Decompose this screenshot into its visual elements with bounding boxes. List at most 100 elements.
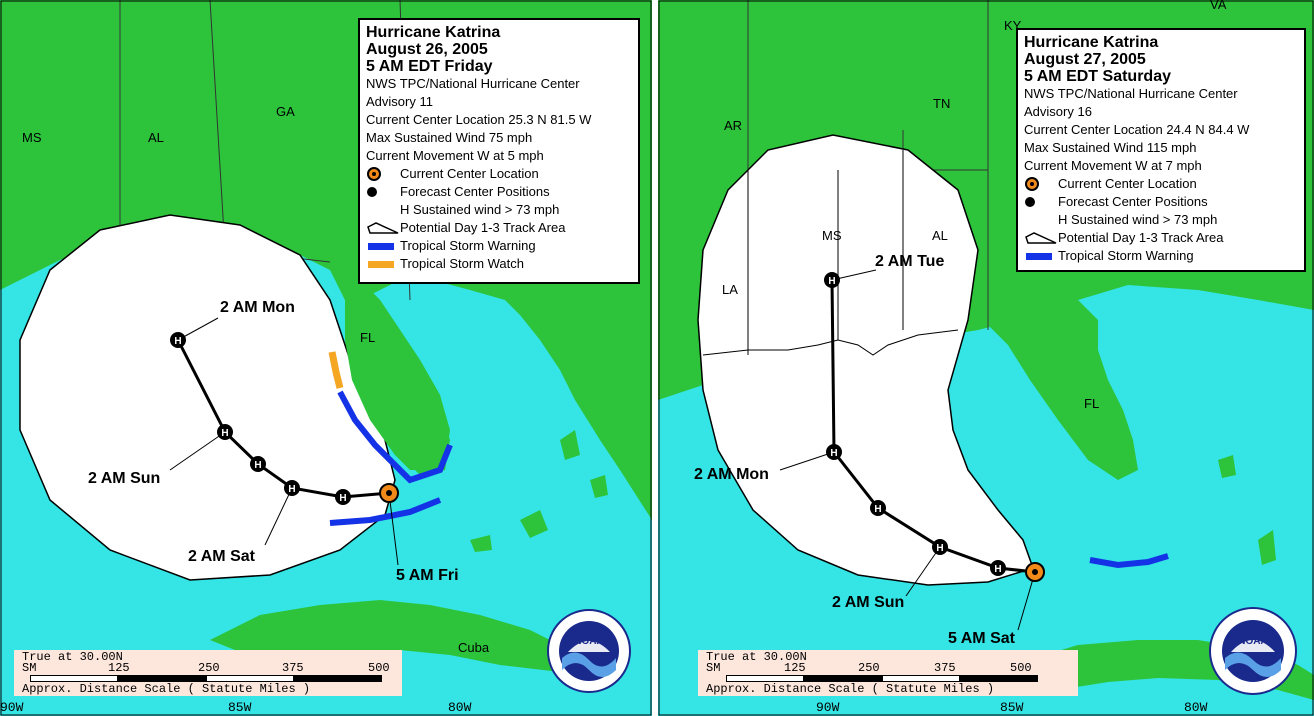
legend-title-line-2: August 27, 2005 (1024, 51, 1146, 68)
legend-source: NWS TPC/National Hurricane Center (366, 76, 580, 91)
scale-bar-segment (118, 675, 206, 682)
legend-item-ts-watch: Tropical Storm Watch (366, 255, 632, 273)
track-label-5am-sat: 5 AM Sat (948, 630, 1015, 647)
legend-movement: Current Movement W at 5 mph (366, 148, 544, 163)
scale-tick-125: 125 (784, 661, 806, 675)
ts-warning-swatch-icon (1024, 251, 1058, 261)
right-forecast-map: H H H H H KY VA TN AR MS AL LA FL 2 AM T… (658, 0, 1314, 716)
legend-title-line-1: Hurricane Katrina (366, 24, 501, 41)
scale-sm: SM (22, 661, 37, 675)
longitude-label-85w: 85W (228, 700, 252, 715)
state-label-ar: AR (724, 118, 743, 133)
legend-title-line-3: 5 AM EDT Friday (366, 58, 493, 75)
track-area-icon (1024, 231, 1058, 245)
noaa-logo-icon: NOAA (1208, 606, 1298, 696)
state-label-la: LA (722, 282, 738, 297)
svg-text:H: H (221, 428, 228, 439)
state-label-fl: FL (360, 330, 376, 345)
scale-tick-250: 250 (198, 661, 220, 675)
legend-movement: Current Movement W at 7 mph (1024, 158, 1202, 173)
current-center-icon (366, 166, 400, 182)
svg-text:H: H (994, 564, 1001, 575)
right-forecast-points: H H H H H (824, 272, 1006, 576)
ts-warning-swatch-icon (366, 241, 400, 251)
right-legend: Hurricane Katrina August 27, 2005 5 AM E… (1016, 28, 1306, 272)
tropical-storm-warning-segment (337, 390, 453, 484)
scale-caption: Approx. Distance Scale ( Statute Miles ) (706, 682, 995, 696)
legend-item-track-area: Potential Day 1-3 Track Area (366, 219, 632, 237)
svg-text:NOAA: NOAA (1238, 636, 1267, 647)
scale-bar-segment (726, 675, 804, 682)
scale-bar-segment (804, 675, 882, 682)
scale-sm: SM (706, 661, 721, 675)
longitude-label-80w: 80W (448, 700, 472, 715)
legend-item-ts-warning: Tropical Storm Warning (1024, 247, 1298, 265)
right-distance-scale: True at 30.00N SM 125 250 375 500 Approx… (698, 650, 1078, 696)
tropical-storm-warning-segment (1089, 553, 1169, 569)
legend-item-forecast-positions: Forecast Center Positions (1024, 193, 1298, 211)
svg-text:H: H (174, 336, 181, 347)
track-label-2am-sun: 2 AM Sun (88, 470, 161, 487)
scale-bar-segment (294, 675, 382, 682)
svg-text:H: H (830, 448, 837, 459)
svg-text:H: H (339, 493, 346, 504)
scale-true-at: True at 30.00N (22, 650, 123, 664)
legend-advisory: Advisory 11 (366, 94, 433, 109)
legend-advisory: Advisory 16 (1024, 104, 1092, 119)
longitude-label-85w: 85W (1000, 700, 1024, 715)
scale-true-at: True at 30.00N (706, 650, 807, 664)
legend-item-current-center: Current Center Location (1024, 175, 1298, 193)
ts-watch-swatch-icon (366, 259, 400, 269)
left-forecast-points: H H H H H (170, 332, 351, 505)
scale-caption: Approx. Distance Scale ( Statute Miles ) (22, 682, 311, 696)
legend-source: NWS TPC/National Hurricane Center (1024, 86, 1238, 101)
scale-tick-500: 500 (1010, 661, 1032, 675)
state-label-tn: TN (933, 96, 951, 111)
svg-text:H: H (288, 484, 295, 495)
scale-bar-segment (30, 675, 118, 682)
scale-tick-375: 375 (282, 661, 304, 675)
left-legend: Hurricane Katrina August 26, 2005 5 AM E… (358, 18, 640, 284)
current-center-icon (1024, 176, 1058, 192)
tropical-storm-watch-segment (328, 351, 344, 389)
legend-title-line-2: August 26, 2005 (366, 41, 488, 58)
legend-center-location: Current Center Location 25.3 N 81.5 W (366, 112, 592, 127)
svg-text:H: H (874, 504, 881, 515)
track-label-2am-tue: 2 AM Tue (875, 253, 945, 270)
legend-max-wind: Max Sustained Wind 75 mph (366, 130, 533, 145)
longitude-label-90w: 90W (0, 700, 24, 715)
legend-item-ts-warning: Tropical Storm Warning (366, 237, 632, 255)
legend-item-sustained-wind: H Sustained wind > 73 mph (400, 202, 560, 217)
left-distance-scale: True at 30.00N SM 125 250 375 500 Approx… (14, 650, 402, 696)
longitude-label-80w: 80W (1184, 700, 1208, 715)
legend-title-line-3: 5 AM EDT Saturday (1024, 68, 1171, 85)
legend-center-location: Current Center Location 24.4 N 84.4 W (1024, 122, 1250, 137)
state-label-fl: FL (1084, 396, 1100, 411)
scale-tick-250: 250 (858, 661, 880, 675)
svg-text:H: H (936, 543, 943, 554)
longitude-label-90w: 90W (816, 700, 840, 715)
svg-text:NOAA: NOAA (574, 636, 603, 647)
state-label-ms: MS (22, 130, 42, 145)
track-label-2am-mon: 2 AM Mon (694, 466, 769, 483)
legend-item-forecast-positions: Forecast Center Positions (366, 183, 632, 201)
state-label-al: AL (148, 130, 164, 145)
scale-bar-segment (960, 675, 1038, 682)
svg-text:H: H (828, 276, 835, 287)
state-label-va: VA (1210, 0, 1227, 12)
state-label-ga: GA (276, 104, 295, 119)
legend-item-current-center: Current Center Location (366, 165, 632, 183)
legend-max-wind: Max Sustained Wind 115 mph (1024, 140, 1197, 155)
legend-item-track-area: Potential Day 1-3 Track Area (1024, 229, 1298, 247)
track-label-2am-mon: 2 AM Mon (220, 299, 295, 316)
svg-text:H: H (254, 460, 261, 471)
legend-item-sustained-wind: H Sustained wind > 73 mph (1058, 212, 1218, 227)
track-label-2am-sat: 2 AM Sat (188, 548, 255, 565)
track-label-2am-sun: 2 AM Sun (832, 594, 905, 611)
noaa-logo-icon: NOAA (546, 608, 632, 694)
scale-tick-125: 125 (108, 661, 130, 675)
track-label-5am-fri: 5 AM Fri (396, 567, 459, 584)
tropical-storm-warning-segment-keys (329, 497, 442, 526)
scale-tick-375: 375 (934, 661, 956, 675)
scale-bar-segment (882, 675, 960, 682)
